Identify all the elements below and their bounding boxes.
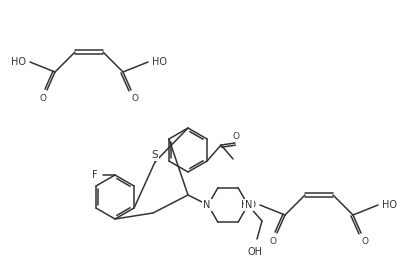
Text: F: F [92,170,98,180]
Text: N: N [245,200,252,210]
Text: HO: HO [152,57,166,67]
Text: O: O [39,93,46,102]
Text: O: O [361,236,368,245]
Text: O: O [232,132,239,141]
Text: HO: HO [11,57,26,67]
Text: O: O [131,93,138,102]
Text: HO: HO [240,200,255,210]
Text: OH: OH [247,247,262,257]
Text: HO: HO [381,200,396,210]
Text: O: O [269,236,276,245]
Text: N: N [203,200,210,210]
Text: S: S [151,150,158,160]
